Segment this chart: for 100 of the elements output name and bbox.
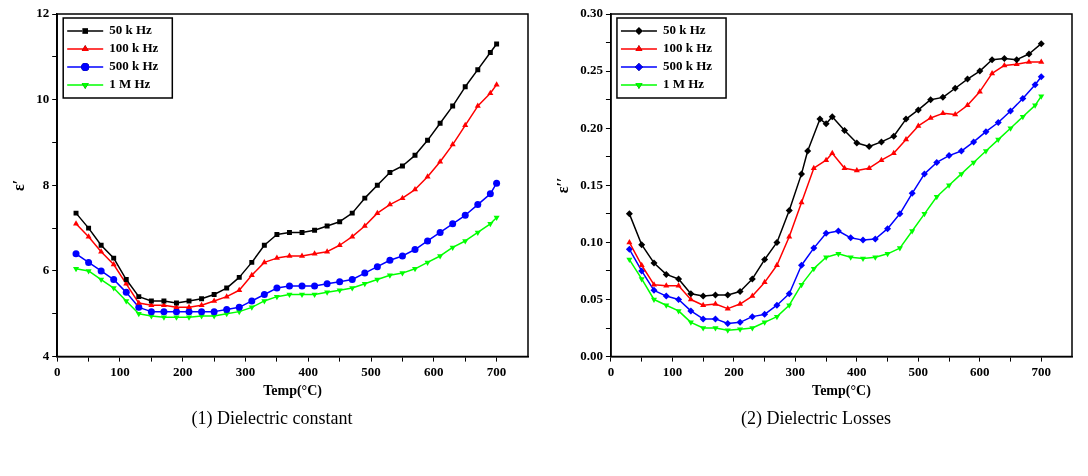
point <box>425 137 431 143</box>
point <box>638 261 645 267</box>
point <box>135 299 142 305</box>
point <box>1013 56 1021 64</box>
point <box>349 210 355 216</box>
point <box>736 288 744 296</box>
point <box>336 278 344 286</box>
point <box>235 303 243 311</box>
point <box>902 115 910 123</box>
x-tick-label: 700 <box>486 363 507 379</box>
point <box>915 122 922 128</box>
point <box>749 292 756 298</box>
point <box>859 236 867 244</box>
point <box>135 312 142 318</box>
point <box>160 308 168 316</box>
point <box>336 241 343 248</box>
point <box>123 277 129 282</box>
legend-label: 500 k Hz <box>109 58 159 74</box>
point <box>1025 58 1032 64</box>
point <box>172 308 180 316</box>
point <box>712 326 719 332</box>
point <box>374 209 381 215</box>
point <box>474 102 481 108</box>
y-tick-label: 6 <box>42 262 50 278</box>
point <box>449 220 457 228</box>
point <box>834 227 842 235</box>
point <box>273 284 281 292</box>
point <box>274 232 280 238</box>
point <box>786 303 793 309</box>
point <box>374 277 381 284</box>
point <box>362 195 368 201</box>
point <box>486 190 494 198</box>
point <box>958 172 965 178</box>
point <box>1037 73 1045 81</box>
point <box>847 234 855 242</box>
text: (1) Dielectric constant <box>191 408 353 429</box>
point <box>73 210 79 216</box>
point <box>847 255 854 261</box>
point <box>773 301 781 309</box>
y-tick-label: 0.15 <box>580 176 604 192</box>
y-tick-label: 4 <box>42 347 50 363</box>
point <box>841 126 849 134</box>
point <box>841 164 848 170</box>
x-tick-label: 200 <box>173 363 193 379</box>
point <box>835 252 842 258</box>
point <box>810 266 817 273</box>
x-tick-label: 600 <box>970 363 990 379</box>
point <box>224 285 230 291</box>
point <box>285 282 293 290</box>
point <box>748 275 756 283</box>
x-tick-label: 400 <box>847 363 867 379</box>
point <box>884 252 891 258</box>
point <box>896 210 904 218</box>
point <box>994 118 1002 126</box>
point <box>236 274 242 280</box>
point <box>122 288 130 296</box>
point <box>462 239 469 245</box>
point <box>1019 95 1027 103</box>
x-tick-label: 500 <box>361 363 381 379</box>
point <box>261 258 268 265</box>
point <box>798 170 806 178</box>
point <box>823 255 830 261</box>
x-tick-label: 0 <box>53 363 61 379</box>
point <box>475 67 481 73</box>
point <box>487 50 493 56</box>
point <box>700 326 707 332</box>
point <box>890 149 897 156</box>
point <box>361 222 368 228</box>
point <box>933 158 941 166</box>
point <box>261 299 268 305</box>
point <box>286 252 293 258</box>
point <box>976 67 984 75</box>
point <box>810 164 817 170</box>
point <box>663 282 670 288</box>
point <box>699 315 707 323</box>
point <box>853 139 861 147</box>
point <box>884 225 892 233</box>
point <box>662 292 670 300</box>
point <box>773 238 781 246</box>
point <box>638 277 645 283</box>
point <box>411 246 419 254</box>
point <box>909 229 916 235</box>
point <box>399 163 405 169</box>
point <box>675 296 683 303</box>
point <box>737 300 744 306</box>
point <box>737 327 744 333</box>
point <box>650 286 658 294</box>
point <box>625 210 633 218</box>
point <box>286 229 292 235</box>
point <box>110 261 117 267</box>
legend-label: 100 k Hz <box>109 40 159 56</box>
point <box>361 269 369 277</box>
point <box>1038 58 1045 64</box>
point <box>798 261 806 269</box>
x-tick-label: 300 <box>235 363 256 379</box>
point <box>198 308 206 316</box>
point <box>1038 94 1045 100</box>
point <box>1007 126 1014 132</box>
point <box>123 299 130 305</box>
x-tick-label: 100 <box>110 363 130 379</box>
